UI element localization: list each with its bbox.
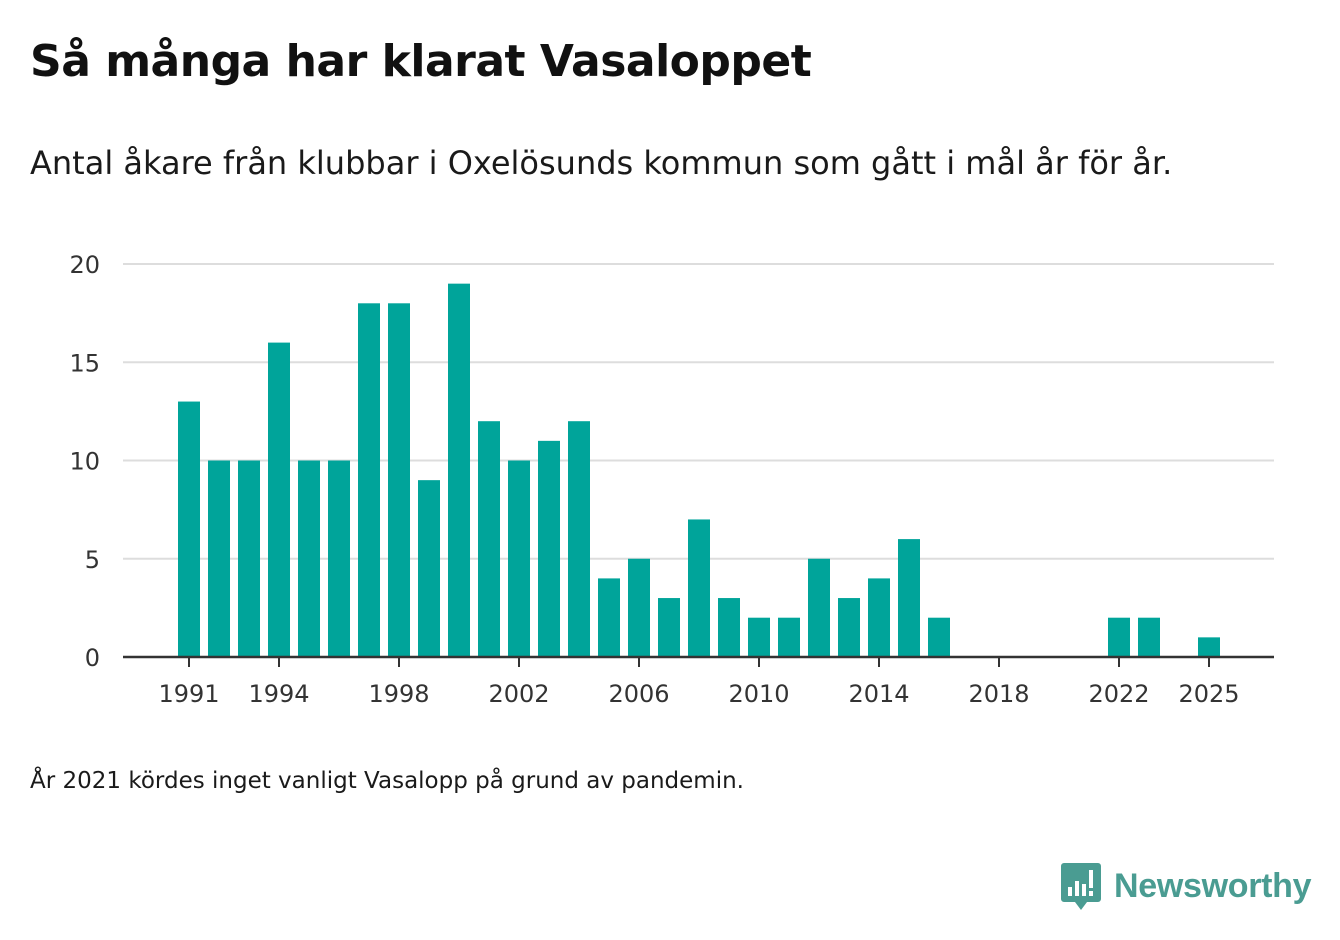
x-tick-label: 1998 [368,680,429,708]
x-tick-label: 2014 [848,680,909,708]
chart-title: Så många har klarat Vasaloppet [30,36,812,87]
y-tick-label: 5 [85,546,100,574]
bar-1992 [208,460,230,657]
bar-2012 [808,558,830,657]
bar-2008 [688,519,710,657]
y-tick-label: 20 [69,251,100,279]
bar-2025 [1198,637,1220,657]
bar-2010 [748,617,770,657]
bar-2002 [508,460,530,657]
bar-2006 [628,558,650,657]
bar-1998 [388,303,410,657]
x-tick-label: 1991 [158,680,219,708]
axes: 0 5 10 15 20 1991 1994 1998 2002 2006 2010 2014 2018… [69,251,1274,708]
bar-1994 [268,342,290,657]
newsworthy-logo: Newsworthy [1060,860,1312,912]
bar-2023 [1138,617,1160,657]
bar-2007 [658,598,680,657]
bar-1996 [328,460,350,657]
grid-lines [123,263,1274,560]
x-tick-label: 2018 [968,680,1029,708]
x-tick-label: 2022 [1088,680,1149,708]
x-tick-label: 1994 [248,680,309,708]
newsworthy-logo-icon [1061,863,1101,910]
y-tick-label: 0 [85,644,100,672]
y-tick-label: 10 [69,448,100,476]
bar-chart: 0 5 10 15 20 1991 1994 1998 2002 2006 2010 2014 2018… [69,251,1274,708]
bar-2013 [838,598,860,657]
bar-2005 [598,578,620,657]
bar-2009 [718,598,740,657]
chart-subtitle: Antal åkare från klubbar i Oxelösunds ko… [30,144,1173,182]
bar-2011 [778,617,800,657]
bar-2003 [538,440,560,657]
x-tick-label: 2010 [728,680,789,708]
bar-2000 [448,283,470,657]
logo-text: Newsworthy [1114,866,1312,905]
bar-2014 [868,578,890,657]
bar-1995 [298,460,320,657]
bar-2015 [898,539,920,657]
bar-2001 [478,421,500,657]
x-tick-label: 2025 [1178,680,1239,708]
x-tick-label: 2006 [608,680,669,708]
chart-footnote: År 2021 kördes inget vanligt Vasalopp på… [30,768,744,794]
y-tick-label: 15 [69,349,100,377]
bar-1991 [178,401,200,657]
bar-series [178,283,1220,657]
bar-2016 [928,617,950,657]
bar-1997 [358,303,380,657]
x-tick-label: 2002 [488,680,549,708]
bar-2022 [1108,617,1130,657]
bar-1993 [238,460,260,657]
bar-2004 [568,421,590,657]
bar-1999 [418,480,440,657]
